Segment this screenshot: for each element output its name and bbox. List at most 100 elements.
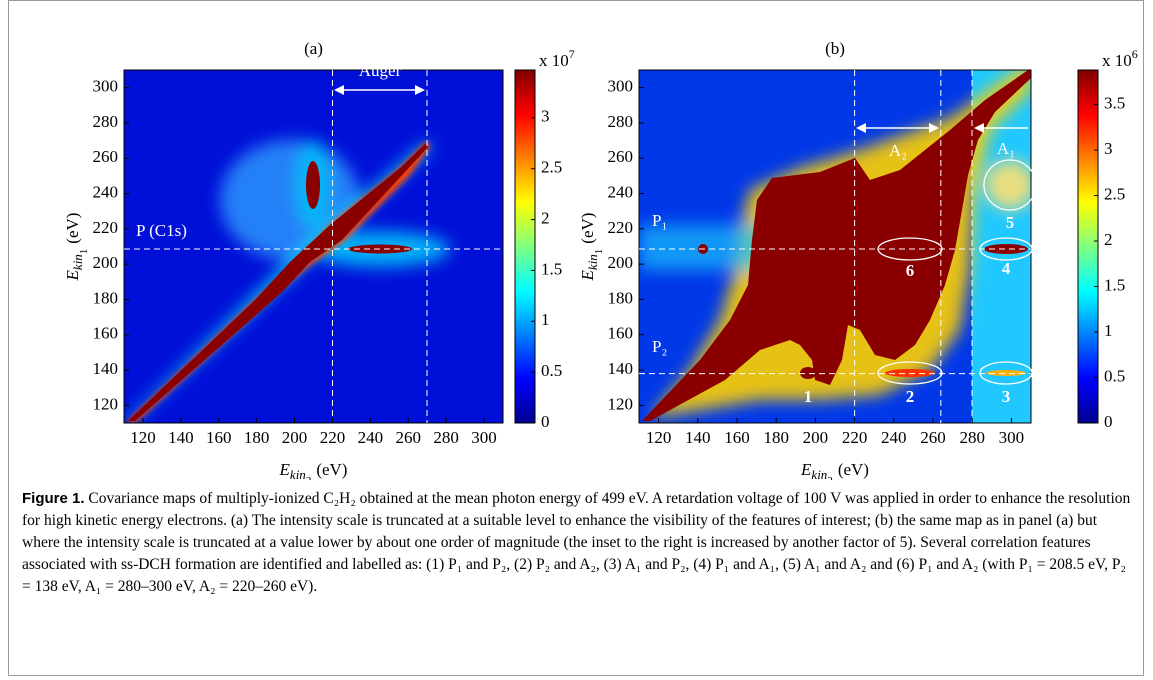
- colorbar: [514, 69, 536, 424]
- arrow-head: [334, 85, 344, 95]
- colorbar-tick-label: 1: [541, 310, 550, 329]
- y-tick-label: 200: [608, 253, 634, 272]
- y-tick-label: 160: [608, 324, 634, 343]
- heatmap-a: [124, 70, 503, 423]
- dashed-lines: [639, 70, 1031, 423]
- multiplier-exp: 6: [1132, 47, 1138, 61]
- axis-unit: (eV): [838, 460, 869, 479]
- annotation: Auger: [359, 61, 402, 80]
- feature-label: 6: [906, 261, 915, 280]
- multiplier-exp: 7: [569, 47, 575, 61]
- axis-subsub: 1: [593, 249, 605, 255]
- colorbar-multiplier: x 106: [1102, 47, 1138, 70]
- feature-label: 1: [804, 387, 813, 406]
- arrow-head: [974, 123, 984, 133]
- axis-sub: kin: [70, 254, 85, 270]
- colorbar-tick-label: 0: [1104, 412, 1113, 431]
- x-tick-label: 120: [646, 428, 672, 447]
- x-tick-label: 180: [763, 428, 789, 447]
- y-tick-label: 200: [93, 253, 119, 272]
- ellipses: [877, 159, 1037, 385]
- annotation: A₂: [889, 141, 907, 160]
- colorbar-tick-label: 3: [1104, 139, 1113, 158]
- axis-symbol: E: [800, 460, 812, 479]
- y-tick-label: 120: [93, 394, 119, 413]
- colorbar-tick-label: 0: [541, 412, 550, 431]
- axis-symbol: E: [279, 460, 291, 479]
- feature-label: 4: [1002, 259, 1011, 278]
- x-tick-label: 180: [244, 428, 270, 447]
- colorbar-tick-label: 1.5: [1104, 275, 1125, 294]
- axis-label: Ekin2 (eV): [800, 460, 869, 480]
- x-tick-label: 160: [724, 428, 750, 447]
- x-tick-label: 280: [433, 428, 459, 447]
- y-tick-label: 140: [608, 359, 634, 378]
- y-tick-label: 220: [93, 218, 119, 237]
- y-tick-label: 180: [608, 288, 634, 307]
- x-tick-label: 260: [396, 428, 422, 447]
- feature-label: 3: [1002, 387, 1011, 406]
- x-tick-label: 220: [320, 428, 346, 447]
- colorbar-tick-label: 2.5: [541, 158, 562, 177]
- panel-label: (a): [304, 39, 323, 58]
- axis-subsub: 2: [827, 475, 833, 480]
- feature-label: 2: [906, 387, 915, 406]
- figure: Auger P (C1s) A₂ A₁ P₁ P₂ 1 2 3: [63, 39, 1138, 480]
- colorbar-tick-label: 3: [541, 107, 550, 126]
- y-tick-label: 280: [608, 112, 634, 131]
- y-tick-label: 300: [608, 77, 634, 96]
- colorbar-tick-label: 0.5: [541, 361, 562, 380]
- annotation: P (C1s): [136, 221, 187, 240]
- y-tick-label: 180: [93, 288, 119, 307]
- colorbar-tick-label: 1: [1104, 321, 1113, 340]
- x-tick-label: 240: [881, 428, 907, 447]
- arrow-head: [415, 85, 425, 95]
- panel-label: (b): [825, 39, 845, 58]
- y-tick-label: 240: [93, 182, 119, 201]
- axis-sub: kin: [290, 467, 306, 480]
- multiplier-base: x 10: [1102, 51, 1132, 70]
- axis-symbol: E: [63, 269, 82, 281]
- x-tick-label: 240: [358, 428, 384, 447]
- x-tick-label: 280: [959, 428, 985, 447]
- heatmap-b: [639, 70, 1031, 423]
- axis-unit: (eV): [63, 213, 82, 244]
- axis-unit: (eV): [578, 213, 597, 244]
- axis-label: Ekin1 (eV): [63, 213, 90, 282]
- y-tick-label: 280: [93, 112, 119, 131]
- x-tick-label: 120: [130, 428, 156, 447]
- x-tick-label: 300: [471, 428, 497, 447]
- axis-label: Ekin2 (eV): [279, 460, 348, 480]
- caption: Figure 1. Covariance maps of multiply-io…: [22, 488, 1132, 598]
- axis-label: Ekin1 (eV): [578, 213, 605, 282]
- colorbar-multiplier: x 107: [539, 47, 575, 70]
- annotation: P₂: [652, 337, 667, 356]
- colorbar-tick-label: 2: [1104, 230, 1113, 249]
- figure-frame: [8, 0, 1144, 676]
- axis-symbol: E: [578, 269, 597, 281]
- plot-frame: [123, 69, 504, 424]
- x-tick-label: 200: [803, 428, 829, 447]
- x-tick-label: 140: [168, 428, 194, 447]
- caption-label: Figure 1.: [22, 490, 85, 507]
- x-tick-label: 300: [999, 428, 1025, 447]
- axis-unit: (eV): [316, 460, 347, 479]
- y-tick-label: 260: [608, 147, 634, 166]
- x-tick-label: 200: [282, 428, 308, 447]
- arrow-head: [929, 123, 939, 133]
- y-tick-label: 160: [93, 324, 119, 343]
- axis-subsub: 2: [306, 475, 312, 480]
- feature-label: 5: [1006, 213, 1015, 232]
- colorbar-tick-label: 3.5: [1104, 93, 1125, 112]
- y-tick-label: 140: [93, 359, 119, 378]
- y-tick-label: 240: [608, 182, 634, 201]
- y-tick-label: 300: [93, 77, 119, 96]
- colorbar-tick-label: 2.5: [1104, 184, 1125, 203]
- arrow-head: [856, 123, 866, 133]
- axis-sub: kin: [811, 467, 827, 480]
- annotation: A₁: [997, 139, 1015, 158]
- y-tick-label: 260: [93, 147, 119, 166]
- y-tick-label: 120: [608, 394, 634, 413]
- colorbar-tick-label: 1.5: [541, 259, 562, 278]
- x-tick-label: 220: [842, 428, 868, 447]
